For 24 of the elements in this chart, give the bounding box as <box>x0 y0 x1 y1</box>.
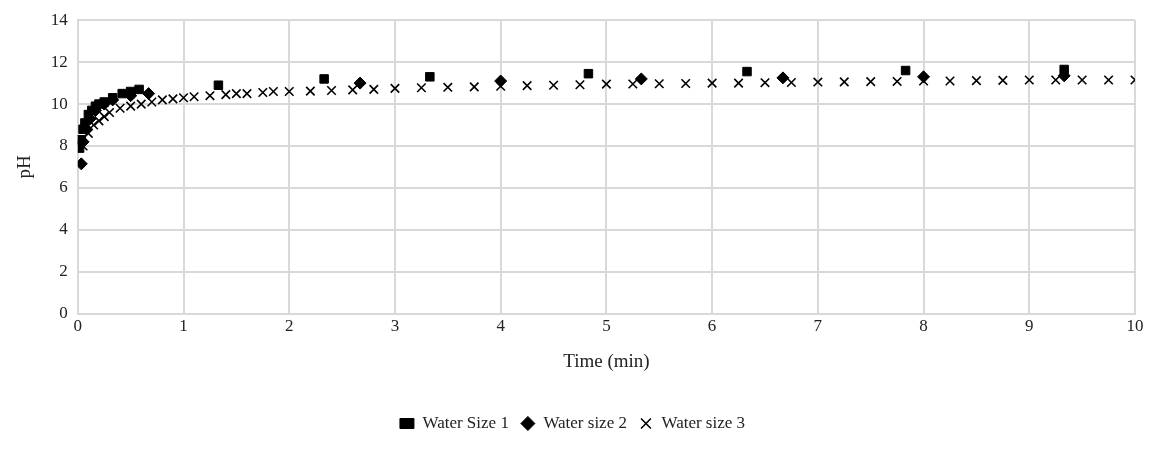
x-tick-label: 9 <box>1025 316 1034 336</box>
x-axis-title: Time (min) <box>563 349 650 372</box>
y-tick-label: 8 <box>59 135 68 155</box>
x-tick-label: 1 <box>179 316 188 336</box>
y-axis-title: pH <box>13 155 35 179</box>
legend-label: Water size 3 <box>661 412 746 432</box>
x-tick-label: 8 <box>919 316 928 336</box>
x-tick-label: 0 <box>73 316 83 336</box>
legend-label: Water Size 1 <box>422 412 509 432</box>
legend-label: Water size 2 <box>543 412 627 432</box>
x-tick-label: 5 <box>602 316 611 336</box>
x-tick-label: 4 <box>496 316 506 336</box>
y-tick-label: 2 <box>59 261 68 281</box>
y-tick-label: 4 <box>59 219 69 239</box>
y-tick-label: 6 <box>59 177 68 197</box>
x-tick-label: 3 <box>390 316 400 336</box>
x-tick-label: 6 <box>707 316 717 336</box>
x-tick-label: 2 <box>284 316 294 336</box>
y-tick-label: 0 <box>59 303 68 323</box>
x-tick-label: 7 <box>813 316 823 336</box>
y-tick-label: 12 <box>50 51 68 71</box>
x-tick-label: 10 <box>1126 316 1144 336</box>
y-tick-label: 14 <box>50 9 69 29</box>
y-tick-label: 10 <box>50 93 68 113</box>
